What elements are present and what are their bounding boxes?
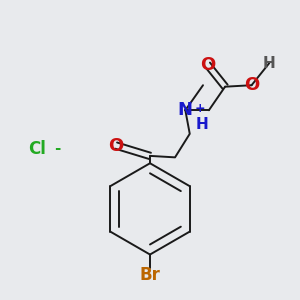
- Text: O: O: [244, 76, 259, 94]
- Text: O: O: [109, 136, 124, 154]
- Text: N: N: [178, 101, 193, 119]
- Text: Cl: Cl: [28, 140, 46, 158]
- Text: -: -: [54, 141, 60, 156]
- Text: O: O: [200, 56, 215, 74]
- Text: H: H: [195, 118, 208, 133]
- Text: +: +: [195, 102, 206, 115]
- Text: H: H: [263, 56, 276, 70]
- Text: Br: Br: [140, 266, 160, 284]
